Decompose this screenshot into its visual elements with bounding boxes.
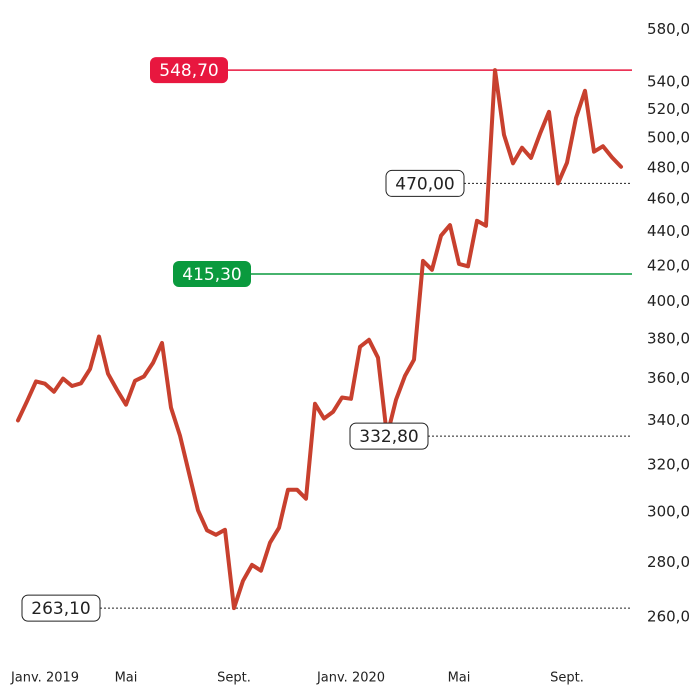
- y-tick-label: 520,0: [647, 100, 690, 118]
- y-tick-label: 540,0: [647, 72, 690, 90]
- annotation-box: [385, 169, 465, 197]
- y-tick-label: 580,0: [647, 20, 690, 38]
- y-tick-label: 400,0: [647, 292, 690, 310]
- y-tick-label: 500,0: [647, 129, 690, 147]
- annotation-label: 263,10: [31, 599, 90, 619]
- y-tick-label: 460,0: [647, 190, 690, 208]
- annotation-box: [173, 261, 251, 288]
- y-tick-label: 420,0: [647, 256, 690, 274]
- y-tick-label: 260,0: [647, 607, 690, 625]
- y-tick-label: 360,0: [647, 369, 690, 387]
- annotation-label: 470,00: [395, 174, 454, 194]
- price-line: [16, 68, 623, 611]
- annotation-box: [349, 422, 429, 450]
- x-tick-label: Mai: [448, 671, 471, 686]
- annotation-label: 332,80: [359, 427, 418, 447]
- x-tick-label: Mai: [115, 671, 138, 686]
- y-tick-label: 380,0: [647, 330, 690, 348]
- x-tick-label: Sept.: [217, 671, 251, 686]
- x-tick-label: Sept.: [550, 671, 584, 686]
- annotation-box: [150, 57, 228, 84]
- x-tick-label: Janv. 2020: [316, 671, 385, 686]
- y-tick-label: 340,0: [647, 411, 690, 429]
- annotation-box: [21, 594, 101, 622]
- y-tick-label: 320,0: [647, 455, 690, 473]
- y-tick-label: 280,0: [647, 553, 690, 571]
- annotation-label: 548,70: [159, 61, 218, 81]
- y-tick-label: 480,0: [647, 159, 690, 177]
- x-tick-label: Janv. 2019: [10, 671, 79, 686]
- y-tick-label: 300,0: [647, 503, 690, 521]
- annotation-label: 415,30: [182, 265, 241, 285]
- y-tick-label: 440,0: [647, 222, 690, 240]
